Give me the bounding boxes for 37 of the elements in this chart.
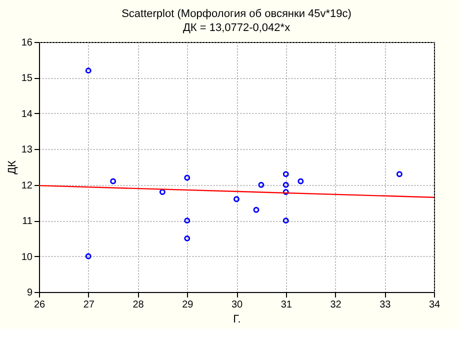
point (298, 178, 304, 184)
x-tick-label: 30 (231, 300, 243, 310)
point (282, 182, 289, 188)
y-tick-label: 15 (21, 73, 33, 84)
point (253, 206, 260, 213)
x-tick-label: 26 (34, 300, 46, 310)
x-tick-label: 33 (380, 300, 392, 310)
x-tick-label: 32 (330, 300, 342, 310)
x-axis-title: Г. (233, 314, 241, 326)
y-tick-label: 13 (21, 144, 33, 156)
y-tick-label: 11 (22, 216, 33, 228)
point (282, 218, 289, 224)
y-tick-label: 12 (21, 180, 33, 192)
point (159, 189, 166, 195)
x-tick-label: 31 (280, 300, 292, 310)
chart-subtitle: ДК = 13,0772-0,042*x (182, 22, 291, 34)
y-tick-label: 10 (21, 252, 33, 263)
y-axis-title: ДК (6, 160, 18, 174)
point (184, 218, 190, 224)
point (184, 174, 190, 181)
x-tick-label: 29 (182, 300, 194, 310)
point (184, 235, 190, 242)
point (282, 189, 289, 195)
point (110, 178, 116, 184)
y-tick-label: 14 (21, 108, 33, 120)
point (396, 171, 402, 178)
point (234, 196, 240, 202)
y-tick-label: 16 (21, 38, 33, 48)
point (85, 253, 92, 260)
point (282, 171, 289, 178)
x-tick-label: 34 (428, 300, 440, 310)
point (85, 68, 92, 74)
x-tick-label: 27 (83, 300, 95, 310)
y-tick-label: 9 (26, 288, 33, 298)
x-tick-label: 28 (132, 300, 144, 310)
point (258, 182, 264, 188)
chart-title: Scatterplot (Морфология об овсянки 45v*19c) (122, 8, 352, 20)
